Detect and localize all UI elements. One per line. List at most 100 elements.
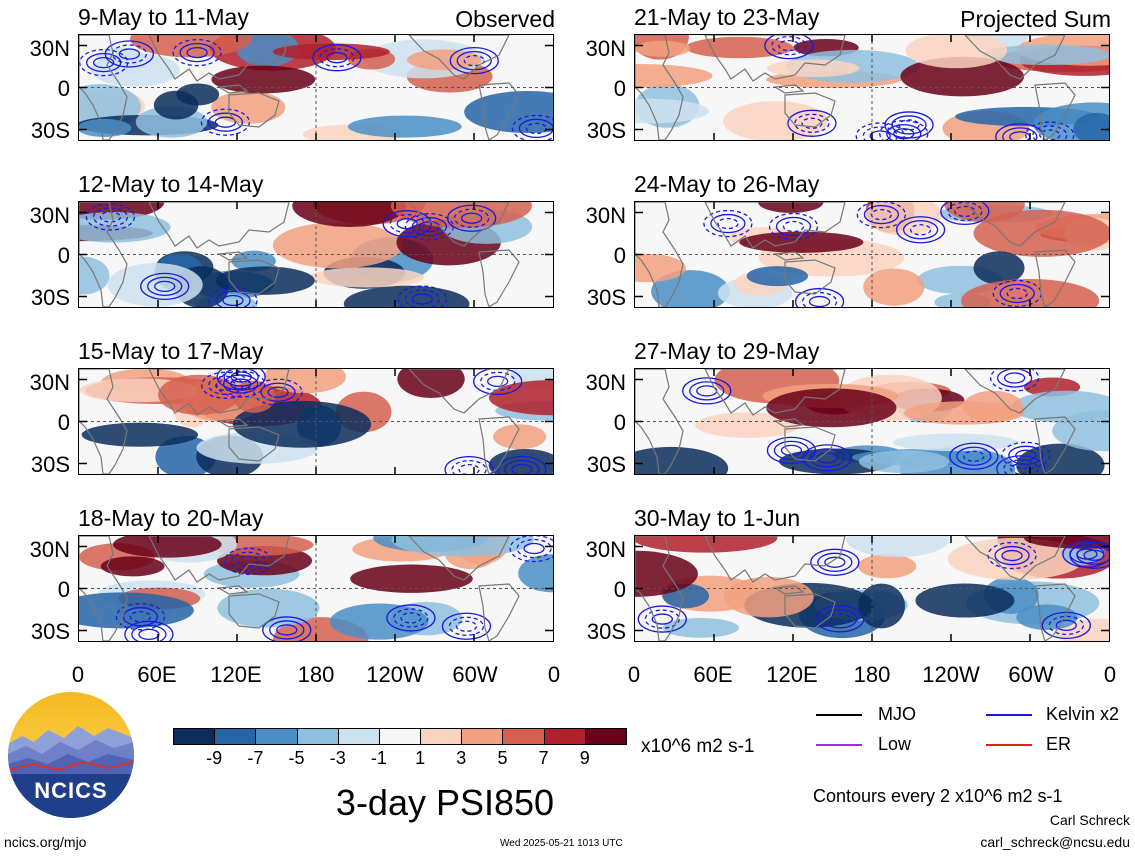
legend-kelvin-label: Kelvin x2 — [1046, 704, 1120, 724]
kelvin-contour — [396, 218, 418, 230]
psi-anomaly-patch — [892, 433, 1018, 452]
panel-title-3: 15-May to 17-May — [78, 338, 264, 364]
kelvin-contour — [386, 604, 436, 632]
kelvin-contour — [801, 117, 823, 129]
lat-label-0: 0 — [613, 243, 626, 268]
kelvin-contour — [509, 536, 553, 563]
psi-anomaly-patch — [153, 90, 199, 120]
lon-label-180: 180 — [297, 662, 335, 687]
lon-label-120w: 120W — [366, 662, 424, 687]
kelvin-contour — [207, 112, 244, 132]
kelvin-contour — [947, 202, 983, 222]
psi-anomaly-patch — [215, 266, 315, 295]
psi-anomaly-patch — [100, 556, 165, 577]
kelvin-contour — [111, 44, 148, 64]
psi-anomaly-patch — [724, 576, 814, 618]
psi-anomaly-patch — [292, 202, 406, 227]
lat-label-30n: 30N — [585, 203, 626, 228]
colorbar-tick-label: -3 — [329, 748, 346, 768]
psi-anomaly-patch — [464, 91, 553, 134]
psi-anomaly-patch — [350, 564, 473, 593]
psi-anomaly-patch — [112, 536, 222, 558]
kelvin-contour — [794, 287, 845, 307]
panel-title-1: 9-May to 11-May — [78, 4, 249, 30]
kelvin-contour — [85, 203, 136, 231]
psi-anomaly-patch — [211, 65, 316, 94]
psi-anomaly-patch — [947, 537, 1085, 580]
coastline — [635, 202, 684, 307]
psi-anomaly-patch — [903, 401, 1025, 425]
site-link[interactable]: ncics.org/mjo — [4, 834, 87, 850]
kelvin-contour — [773, 440, 810, 461]
kelvin-contour — [794, 113, 830, 133]
lat-label-30n: 30N — [29, 370, 70, 395]
lon-label-0: 0 — [547, 662, 561, 687]
psi-anomaly-patch — [973, 209, 1109, 257]
panel-title-5: 21-May to 23-May — [634, 4, 820, 30]
lon-label-0: 0 — [71, 662, 85, 687]
kelvin-contour — [1025, 121, 1075, 140]
kelvin-contour — [223, 547, 273, 575]
kelvin-contour — [999, 283, 1035, 304]
coastline — [408, 35, 510, 80]
colorbar-box — [420, 728, 463, 745]
map-panel-2 — [78, 201, 554, 308]
kelvin-contour — [810, 548, 860, 576]
colorbar-box — [543, 728, 586, 745]
ncics-logo: NCICS — [8, 692, 134, 818]
map-canvas — [635, 202, 1109, 307]
coastline — [228, 426, 280, 462]
psi-anomaly-patch — [635, 63, 713, 88]
kelvin-contour — [104, 40, 155, 68]
kelvin-contour — [147, 276, 183, 297]
lat-label-30s: 30S — [586, 285, 626, 310]
coastline — [408, 369, 510, 414]
colorbar-tick-label: 1 — [415, 748, 426, 768]
psi-anomaly-patch — [685, 36, 794, 59]
kelvin-contour — [223, 369, 259, 387]
psi-anomaly-patch — [518, 554, 553, 593]
coastline — [79, 35, 128, 140]
kelvin-contour — [223, 374, 259, 394]
kelvin-contour — [1015, 449, 1037, 461]
lon-label-120e: 120E — [766, 662, 818, 687]
kelvin-contour — [703, 209, 753, 238]
psi-anomaly-patch — [158, 374, 240, 415]
lon-label-60e: 60E — [693, 662, 733, 687]
lon-label-60w: 60W — [452, 662, 498, 687]
coastline — [964, 536, 1066, 581]
colorbar-box — [337, 728, 380, 745]
lat-label-30n: 30N — [29, 203, 70, 228]
coastline — [148, 369, 290, 416]
psi-anomaly-patch — [900, 56, 1025, 97]
kelvin-contour — [682, 377, 732, 405]
kelvin-contour — [891, 115, 927, 135]
kelvin-contour — [963, 450, 985, 462]
coastline — [784, 593, 836, 629]
kelvin-contour — [1062, 540, 1109, 568]
lat-label-0: 0 — [57, 410, 70, 435]
kelvin-contour — [140, 272, 190, 301]
psi-anomaly-patch — [739, 231, 864, 253]
kelvin-contour — [216, 370, 266, 398]
psi-anomaly-patch — [635, 40, 691, 57]
kelvin-contour — [93, 56, 115, 69]
psi-anomaly-patch — [758, 202, 824, 213]
psi-anomaly-patch — [130, 35, 252, 58]
kelvin-contour — [644, 609, 680, 629]
psi-anomaly-patch — [79, 118, 132, 137]
coastline — [964, 202, 1066, 247]
kelvin-contour — [262, 616, 312, 641]
psi-anomaly-patch — [662, 618, 739, 638]
kelvin-contour — [895, 216, 946, 244]
lon-label-0: 0 — [627, 662, 641, 687]
kelvin-contour — [172, 38, 222, 67]
coastline — [217, 84, 249, 94]
email[interactable]: carl_schreck@ncsu.edu — [980, 834, 1130, 850]
kelvin-contour — [511, 463, 533, 474]
kelvin-contour — [909, 224, 932, 236]
kelvin-contour — [1003, 459, 1039, 474]
psi-anomaly-patch — [1073, 112, 1109, 140]
kelvin-contour — [1069, 544, 1105, 564]
kelvin-contour — [444, 456, 494, 474]
